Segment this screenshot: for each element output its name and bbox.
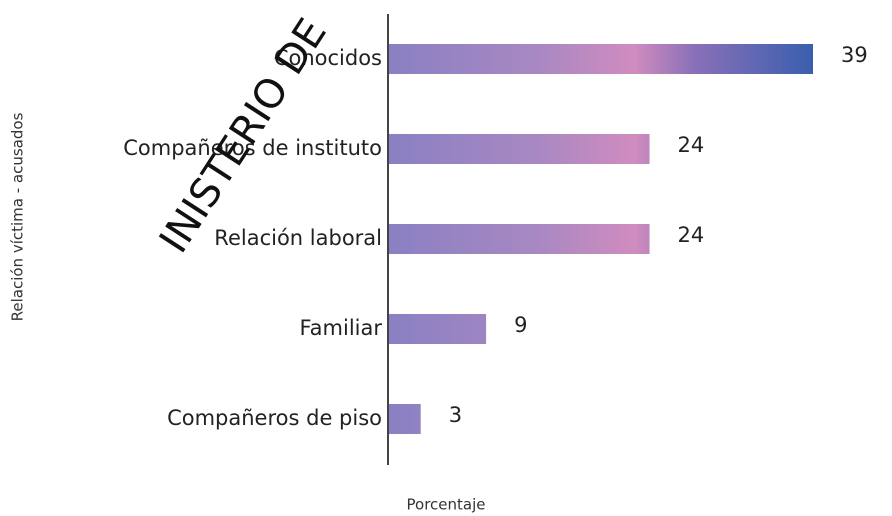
bar: [389, 44, 813, 74]
value-label: 3: [449, 403, 462, 427]
bar: [389, 404, 421, 434]
y-tick-label: Conocidos: [274, 46, 382, 70]
value-label: 39: [841, 43, 868, 67]
bar: [389, 224, 650, 254]
y-axis-title: Relación víctima - acusados: [9, 112, 27, 321]
y-tick-label: Relación laboral: [214, 226, 382, 250]
bar: [389, 134, 650, 164]
value-label: 24: [678, 133, 705, 157]
bar: [389, 314, 487, 344]
value-label: 24: [678, 223, 705, 247]
value-label: 9: [514, 313, 527, 337]
x-axis-title: Porcentaje: [407, 496, 486, 514]
y-tick-label: Compañeros de instituto: [123, 136, 382, 160]
y-tick-label: Compañeros de piso: [167, 406, 382, 430]
y-tick-label: Familiar: [300, 316, 383, 340]
